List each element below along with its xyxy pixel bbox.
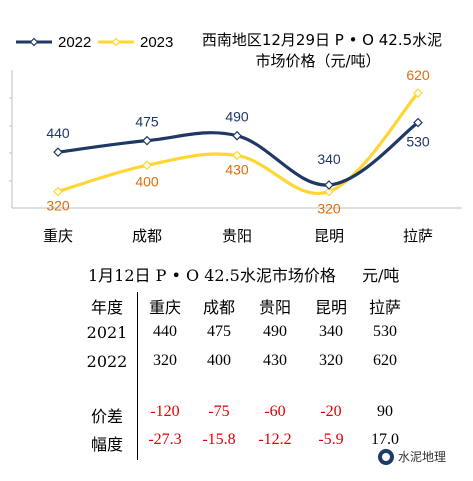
data-label-2022: 475 — [135, 114, 159, 130]
legend-label-2022: 2022 — [58, 34, 91, 51]
x-tick-label: 贵阳 — [222, 227, 252, 245]
data-point-2023 — [142, 160, 152, 171]
data-label-2023: 430 — [225, 161, 249, 177]
data-label-2022: 340 — [317, 151, 341, 167]
x-tick-label: 拉萨 — [403, 227, 433, 245]
data-label-2023: 320 — [317, 201, 341, 217]
data-label-2023: 620 — [406, 67, 430, 83]
data-point-2022 — [232, 130, 242, 141]
wechat-logo-icon — [378, 449, 394, 465]
legend-marker-2023 — [111, 37, 121, 47]
data-label-2022: 490 — [225, 109, 249, 125]
axis-layer: 重庆 成都 贵阳 昆明 拉萨 — [9, 70, 462, 245]
header-cell: 成都 — [202, 300, 235, 317]
table-cell: -5.9 — [318, 431, 344, 448]
watermark-text: 水泥地理 — [398, 450, 447, 464]
row-label: 价差 — [90, 407, 123, 426]
data-point-2022 — [413, 117, 423, 128]
table-header-row: 年度 重庆 成都 贵阳 昆明 拉萨 — [80, 294, 420, 318]
chart-title: 西南地区12月29日 P • O 42.5水泥市场价格（元/吨） — [202, 31, 442, 70]
legend-label-2023: 2023 — [140, 34, 173, 51]
data-label-2023: 320 — [46, 198, 70, 214]
label-layer: 440 475 490 340 530 320 400 430 320 620 — [46, 67, 430, 217]
header-cell: 拉萨 — [368, 300, 401, 317]
x-tick-label: 重庆 — [43, 227, 73, 245]
table-cell: 340 — [319, 323, 343, 340]
table-title: 1月12日 P • O 42.5水泥市场价格 — [88, 266, 336, 285]
table-cell: 17.0 — [371, 431, 399, 448]
data-point-2023 — [413, 88, 423, 98]
table-row-change: 幅度 -27.3 -15.8 -12.2 -5.9 17.0 — [80, 431, 420, 455]
data-point-2022 — [142, 135, 152, 146]
table-row: 2022 320 400 430 320 620 — [80, 352, 420, 376]
row-label: 2021 — [86, 323, 128, 342]
data-point-2022 — [324, 180, 334, 190]
x-tick-label: 成都 — [132, 227, 162, 245]
table-cell: 475 — [207, 323, 231, 340]
data-label-2022: 530 — [406, 134, 430, 150]
table-cell: 90 — [377, 403, 393, 420]
table-cell: 490 — [263, 323, 287, 340]
table-cell: -75 — [208, 403, 230, 420]
table-cell: 430 — [263, 352, 287, 369]
series-line-2023 — [57, 91, 420, 195]
legend-marker-2022 — [29, 37, 39, 47]
table-cell: 320 — [319, 352, 343, 369]
data-point-2023 — [53, 186, 63, 197]
table-row-diff: 价差 -120 -75 -60 -20 90 — [80, 403, 420, 427]
table-cell: 530 — [373, 323, 397, 340]
table-cell: -12.2 — [258, 431, 292, 448]
table-row: 2021 440 475 490 340 530 — [80, 323, 420, 347]
table-cell: 320 — [153, 352, 177, 369]
header-cell: 昆明 — [314, 300, 347, 317]
table-cell: -15.8 — [202, 431, 236, 448]
table-cell: -60 — [264, 403, 286, 420]
row-label: 2022 — [86, 352, 128, 371]
data-point-2023 — [232, 150, 242, 161]
data-point-2022 — [53, 147, 63, 157]
line-chart: 重庆 成都 贵阳 昆明 拉萨 440 475 490 340 530 320 400 430 320 62… — [9, 31, 462, 245]
data-label-2023: 400 — [135, 173, 159, 189]
row-label: 幅度 — [90, 435, 123, 454]
header-cell: 贵阳 — [258, 300, 291, 317]
series-layer — [53, 88, 423, 197]
data-point-2023 — [324, 186, 334, 197]
table-cell: -27.3 — [148, 431, 182, 448]
data-label-2022: 440 — [46, 125, 70, 141]
table-cell: 440 — [153, 323, 177, 340]
table-cell: 400 — [207, 352, 231, 369]
watermark: 水泥地理 — [378, 448, 446, 465]
row-label: 年度 — [90, 298, 123, 317]
chart-title-line-2: 市场价格（元/吨） — [255, 52, 380, 70]
chart-title-line-1: 西南地区12月29日 P • O 42.5水泥 — [202, 31, 442, 49]
table-cell: -120 — [150, 403, 180, 420]
table-divider — [137, 292, 138, 460]
table-cell: 620 — [373, 352, 397, 369]
table-unit: 元/吨 — [362, 266, 400, 285]
table-cell: -20 — [320, 403, 342, 420]
header-cell: 重庆 — [148, 300, 181, 317]
legend: 2022 2023 — [16, 34, 173, 51]
x-tick-label: 昆明 — [314, 227, 344, 245]
